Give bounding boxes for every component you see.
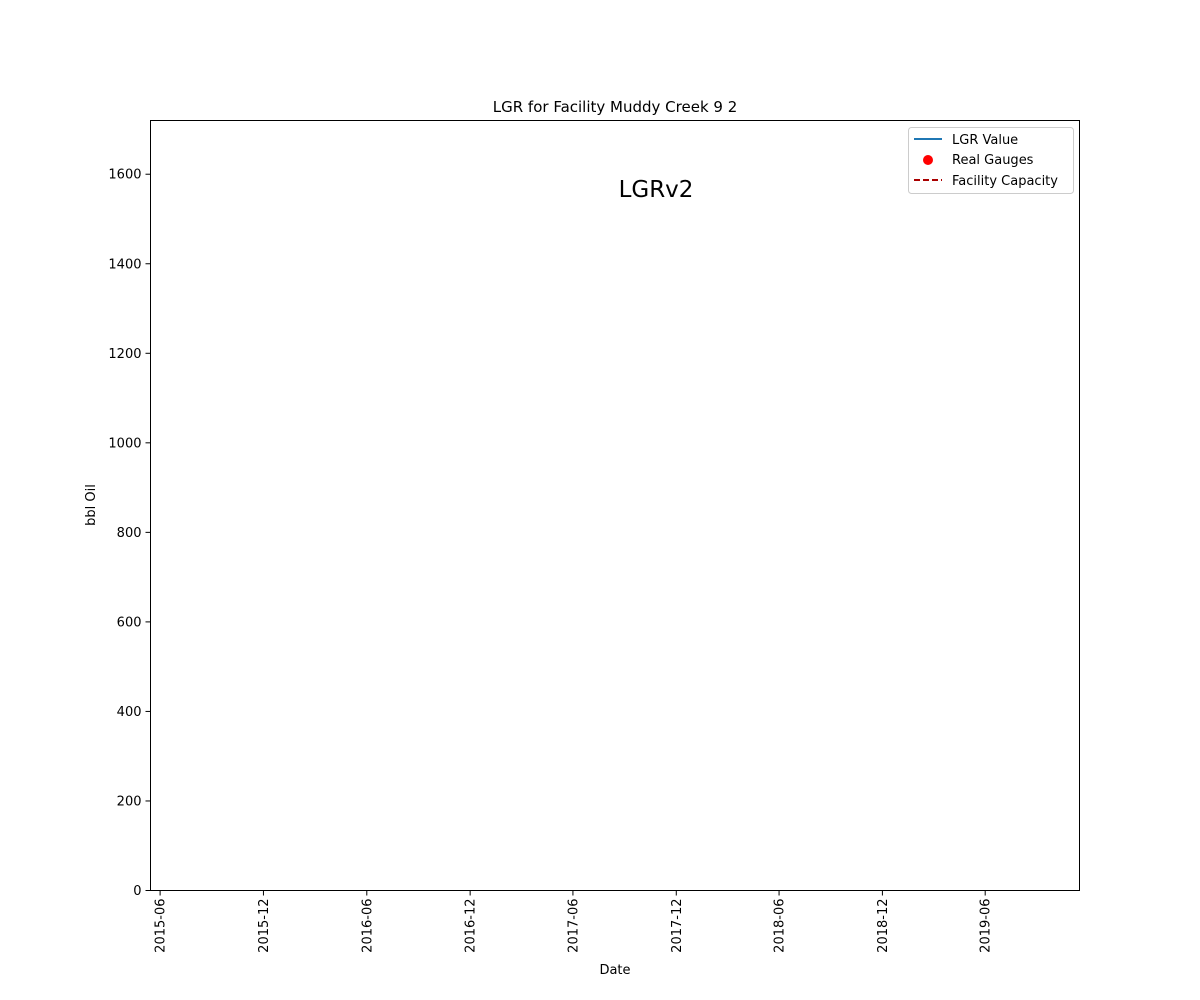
y-tick-label: 400: [117, 705, 142, 720]
x-tick-label: 2015-12: [257, 899, 272, 953]
x-tick-label: 2018-12: [876, 899, 891, 953]
x-tick-label: 2017-12: [670, 899, 685, 953]
legend-marker-real-gauges: [923, 155, 933, 165]
x-tick-label: 2017-06: [566, 899, 581, 953]
y-axis-label: bbl Oil: [84, 484, 99, 526]
y-tick-label: 1400: [108, 257, 141, 272]
x-tick-label: 2016-06: [360, 899, 375, 953]
legend: LGR Value Real Gauges Facility Capacity: [908, 127, 1074, 194]
x-axis: 2015-06 2015-12 2016-06 2016-12 2017-06 2017-…: [154, 890, 994, 953]
y-tick-label: 800: [117, 526, 142, 541]
y-tick-label: 0: [133, 884, 141, 899]
y-tick-label: 600: [117, 615, 142, 630]
x-tick-label: 2016-12: [464, 899, 479, 953]
y-tick-label: 200: [117, 794, 142, 809]
x-tick-label: 2019-06: [979, 899, 994, 953]
y-tick-label: 1000: [108, 436, 141, 451]
y-tick-label: 1200: [108, 347, 141, 362]
y-tick-label: 1600: [108, 168, 141, 183]
legend-label-facility-capacity: Facility Capacity: [952, 174, 1058, 189]
legend-label-real-gauges: Real Gauges: [952, 153, 1034, 168]
plot-area: [150, 120, 1080, 891]
chart-title: LGR for Facility Muddy Creek 9 2: [493, 98, 738, 116]
annotation-text: LGRv2: [619, 177, 694, 203]
legend-box: [908, 127, 1074, 194]
x-tick-label: 2018-06: [773, 899, 788, 953]
y-axis: 0 200 400 600 800 1000 1200 1400 1600: [108, 168, 151, 899]
x-axis-label: Date: [599, 963, 630, 978]
x-tick-label: 2015-06: [154, 899, 169, 953]
legend-label-lgr-value: LGR Value: [952, 133, 1018, 148]
